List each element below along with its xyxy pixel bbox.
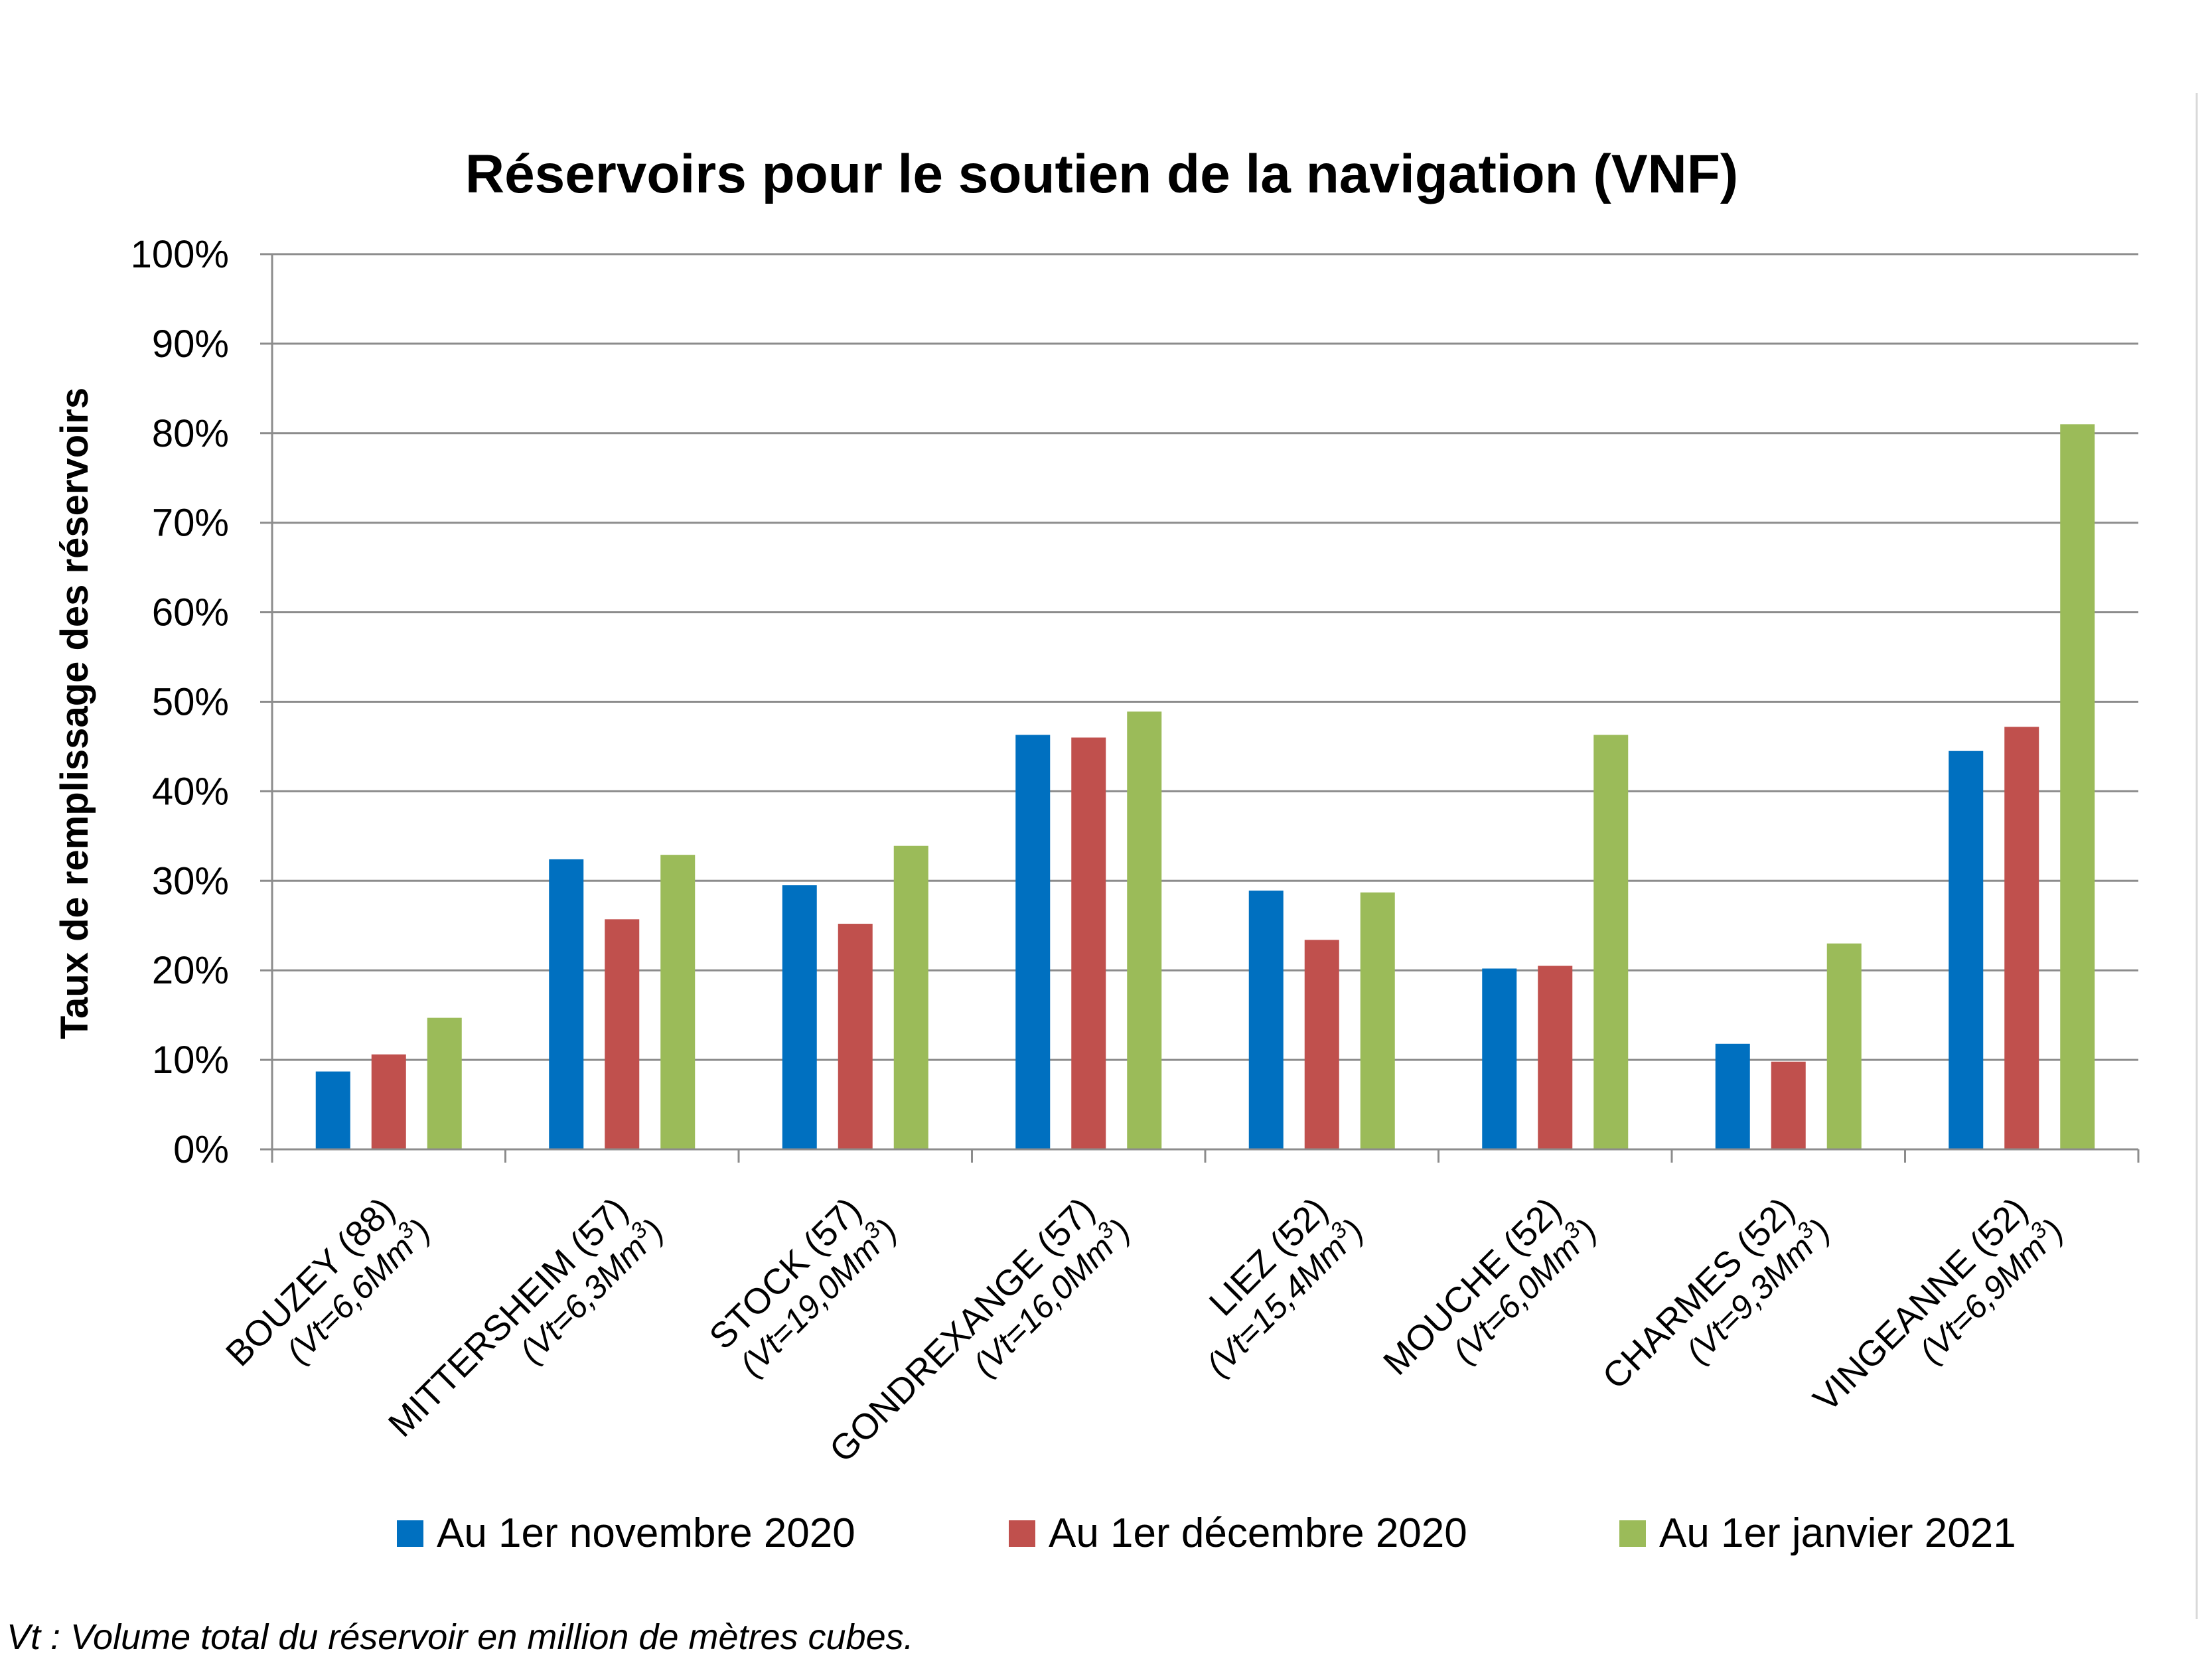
- bar: [1949, 751, 1984, 1149]
- bar: [1360, 892, 1395, 1149]
- bar: [1826, 943, 1862, 1149]
- x-category-labels: BOUZEY (88)(Vt=6,6Mm3)MITTERSHEIM (57)(V…: [218, 1190, 2071, 1470]
- bar: [1127, 711, 1162, 1149]
- bar: [315, 1071, 350, 1149]
- bar: [1593, 735, 1629, 1149]
- bar: [838, 924, 873, 1149]
- category-label: CHARMES (52)(Vt=9,3Mm3): [1595, 1190, 1837, 1397]
- bar: [427, 1017, 462, 1149]
- category-label: MOUCHE (52)(Vt=6,0Mm3): [1376, 1190, 1604, 1383]
- legend-label: Au 1er décembre 2020: [1049, 1510, 1467, 1556]
- axes: [260, 253, 2140, 1163]
- bar: [605, 919, 640, 1149]
- footnote: Vt : Volume total du réservoir en millio…: [7, 1617, 914, 1657]
- bar: [2060, 424, 2095, 1149]
- bar: [1071, 737, 1106, 1149]
- y-tick-labels: 0% 10% 20% 30% 40% 50% 60% 70% 80% 90% 100%: [131, 233, 229, 1171]
- y-tick-label: 50%: [152, 681, 229, 724]
- bar: [893, 845, 928, 1149]
- y-tick-label: 100%: [131, 233, 229, 276]
- y-tick-label: 60%: [152, 591, 229, 634]
- legend-label: Au 1er janvier 2021: [1659, 1510, 2016, 1556]
- bar: [371, 1054, 406, 1149]
- bar: [660, 855, 696, 1149]
- y-tick-label: 90%: [152, 323, 229, 366]
- y-tick-label: 40%: [152, 770, 229, 813]
- category-label: STOCK (57)(Vt=19,0Mm3): [701, 1190, 904, 1384]
- bar: [782, 885, 817, 1149]
- legend-swatch: [397, 1520, 423, 1547]
- bar: [1482, 968, 1517, 1149]
- bar: [2004, 727, 2039, 1149]
- y-tick-label: 0%: [173, 1128, 229, 1171]
- y-tick-label: 30%: [152, 859, 229, 902]
- bar: [1771, 1061, 1806, 1149]
- bar: [1715, 1043, 1750, 1149]
- bar: [1538, 966, 1573, 1149]
- y-tick-label: 10%: [152, 1039, 229, 1082]
- category-label: LIEZ (52)(Vt=15,4Mm3): [1197, 1190, 1370, 1384]
- category-label: VINGEANNE (52)(Vt=6,9Mm3): [1806, 1190, 2071, 1419]
- bar: [549, 859, 584, 1149]
- y-tick-label: 80%: [152, 412, 229, 455]
- bar: [1015, 735, 1051, 1149]
- category-label: BOUZEY (88)(Vt=6,6Mm3): [218, 1190, 437, 1374]
- legend-swatch: [1009, 1520, 1035, 1547]
- y-axis-label: Taux de remplissage des réservoirs: [53, 388, 96, 1039]
- bars: [315, 424, 2095, 1149]
- legend-label: Au 1er novembre 2020: [437, 1510, 855, 1556]
- y-tick-label: 70%: [152, 502, 229, 545]
- chart-title: Réservoirs pour le soutien de la navigat…: [465, 144, 1738, 204]
- bar: [1248, 891, 1284, 1149]
- y-tick-label: 20%: [152, 949, 229, 992]
- bar: [1304, 940, 1339, 1149]
- legend-swatch: [1619, 1520, 1646, 1547]
- legend: Au 1er novembre 2020 Au 1er décembre 2020…: [397, 1510, 2016, 1556]
